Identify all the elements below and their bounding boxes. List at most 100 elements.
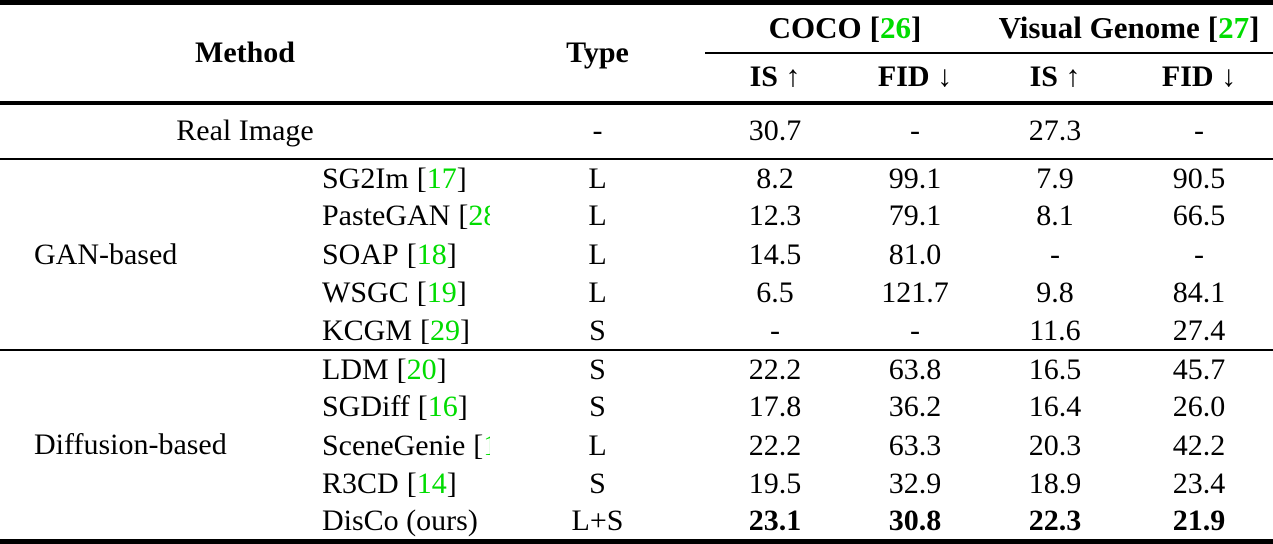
vg-is-value: 7.9 bbox=[1036, 161, 1074, 195]
coco-fid-value: - bbox=[910, 313, 920, 347]
dataset-header-coco: COCO26 bbox=[705, 3, 985, 53]
coco-is-value: 6.5 bbox=[756, 275, 794, 309]
coco-is-value: 14.5 bbox=[748, 237, 802, 271]
metric-header-vg-is: IS ↑ bbox=[985, 51, 1125, 103]
citation-ref-coco[interactable]: 26 bbox=[870, 10, 922, 45]
coco-fid-value: 79.1 bbox=[888, 199, 942, 233]
coco-is-value: 8.2 bbox=[756, 161, 794, 195]
coco-is-value: 23.1 bbox=[748, 503, 802, 537]
diffusion-based-section: Diffusion-based LDM20 S 22.2 63.8 16.5 4… bbox=[0, 350, 1273, 541]
coco-fid-value: - bbox=[910, 114, 920, 148]
coco-fid-value: 63.8 bbox=[888, 352, 942, 386]
method-name: KCGM29 bbox=[300, 312, 490, 350]
type-value: S bbox=[589, 313, 606, 347]
type-value: L bbox=[588, 428, 607, 462]
vg-is-value: 18.9 bbox=[1028, 466, 1082, 500]
vg-fid-value: 26.0 bbox=[1172, 390, 1226, 424]
vg-is-value: - bbox=[1050, 237, 1060, 271]
vg-is-value: 11.6 bbox=[1029, 313, 1081, 347]
vg-is-value: 8.1 bbox=[1036, 199, 1074, 233]
vg-is-value: 16.5 bbox=[1028, 352, 1082, 386]
method-label-real-image: Real Image bbox=[176, 114, 314, 148]
coco-fid-value: 63.3 bbox=[888, 428, 942, 462]
vg-fid-value: 84.1 bbox=[1172, 275, 1226, 309]
dataset-header-visual-genome: Visual Genome27 bbox=[985, 3, 1273, 53]
coco-fid-value: 81.0 bbox=[888, 237, 942, 271]
method-name: SceneGenie15 bbox=[300, 427, 490, 465]
vg-is-value: 9.8 bbox=[1036, 275, 1074, 309]
table-header: Method Type COCO26 Visual Genome27 IS ↑ … bbox=[0, 3, 1273, 103]
metric-header-coco-is: IS ↑ bbox=[705, 51, 845, 103]
method-name: SGDiff16 bbox=[300, 389, 490, 427]
table-row-soap: SOAP18 L 14.5 81.0 - - bbox=[0, 236, 1273, 274]
type-value: S bbox=[589, 352, 606, 386]
dataset-name-coco: COCO bbox=[768, 10, 862, 46]
citation-ref-visual-genome[interactable]: 27 bbox=[1208, 10, 1260, 45]
citation-ref[interactable]: 29 bbox=[420, 314, 470, 347]
table-row-disco-ours: DisCo (ours) L+S 23.1 30.8 22.3 21.9 bbox=[0, 503, 1273, 541]
gan-based-section: GAN-based SG2Im17 L 8.2 99.1 7.9 90.5 Pa… bbox=[0, 159, 1273, 351]
table-row-kcgm: KCGM29 S - - 11.6 27.4 bbox=[0, 312, 1273, 350]
citation-ref[interactable]: 17 bbox=[417, 162, 467, 195]
method-name: SOAP18 bbox=[300, 236, 490, 274]
table-row-r3cd: R3CD14 S 19.5 32.9 18.9 23.4 bbox=[0, 465, 1273, 503]
coco-is-value: 22.2 bbox=[748, 352, 802, 386]
group-label-diffusion-based: Diffusion-based bbox=[34, 427, 227, 461]
dataset-name-visual-genome: Visual Genome bbox=[998, 10, 1200, 46]
vg-fid-value: - bbox=[1194, 114, 1204, 148]
header-row-metrics: IS ↑ FID ↓ IS ↑ FID ↓ bbox=[0, 51, 1273, 103]
coco-is-value: 22.2 bbox=[748, 428, 802, 462]
type-value: L bbox=[588, 161, 607, 195]
table-row-ldm: Diffusion-based LDM20 S 22.2 63.8 16.5 4… bbox=[0, 350, 1273, 461]
vg-fid-value: 27.4 bbox=[1172, 313, 1226, 347]
citation-ref[interactable]: 16 bbox=[418, 390, 468, 423]
citation-ref[interactable]: 20 bbox=[397, 353, 447, 386]
method-column-header: Method bbox=[195, 35, 295, 69]
table-row-wsgc: WSGC19 L 6.5 121.7 9.8 84.1 bbox=[0, 274, 1273, 312]
vg-is-value: 20.3 bbox=[1028, 428, 1082, 462]
coco-fid-value: 32.9 bbox=[888, 466, 942, 500]
vg-fid-value: 45.7 bbox=[1172, 352, 1226, 386]
type-column-header: Type bbox=[566, 35, 629, 69]
method-name: LDM20 bbox=[300, 350, 490, 388]
type-value: L bbox=[588, 237, 607, 271]
citation-ref[interactable]: 15 bbox=[473, 429, 490, 462]
type-value: L+S bbox=[571, 503, 624, 537]
type-value: L bbox=[588, 275, 607, 309]
coco-is-value: 17.8 bbox=[748, 390, 802, 424]
method-name: SG2Im17 bbox=[300, 159, 490, 197]
coco-is-value: 30.7 bbox=[748, 114, 802, 148]
table-row-real-image: Real Image - 30.7 - 27.3 - bbox=[0, 103, 1273, 160]
table-row-sgdiff: SGDiff16 S 17.8 36.2 16.4 26.0 bbox=[0, 389, 1273, 427]
table-row-sg2im: GAN-based SG2Im17 L 8.2 99.1 7.9 90.5 bbox=[0, 159, 1273, 271]
vg-fid-value: 66.5 bbox=[1172, 199, 1226, 233]
vg-fid-value: 42.2 bbox=[1172, 428, 1226, 462]
method-name: DisCo (ours) bbox=[322, 503, 478, 537]
coco-fid-value: 99.1 bbox=[888, 161, 942, 195]
type-value: S bbox=[589, 390, 606, 424]
citation-ref[interactable]: 19 bbox=[417, 276, 467, 309]
coco-fid-value: 30.8 bbox=[888, 503, 942, 537]
method-name: R3CD14 bbox=[300, 465, 490, 503]
header-row-datasets: Method Type COCO26 Visual Genome27 bbox=[0, 3, 1273, 68]
type-value: S bbox=[589, 466, 606, 500]
vg-is-value: 16.4 bbox=[1028, 390, 1082, 424]
coco-fid-value: 36.2 bbox=[888, 390, 942, 424]
vg-fid-value: 90.5 bbox=[1172, 161, 1226, 195]
table-row-pastegan: PasteGAN28 L 12.3 79.1 8.1 66.5 bbox=[0, 198, 1273, 236]
vg-is-value: 22.3 bbox=[1028, 503, 1082, 537]
citation-ref[interactable]: 18 bbox=[407, 238, 457, 271]
citation-ref[interactable]: 14 bbox=[407, 467, 457, 500]
coco-fid-value: 121.7 bbox=[881, 275, 949, 309]
type-value: - bbox=[592, 114, 603, 148]
real-image-section: Real Image - 30.7 - 27.3 - bbox=[0, 103, 1273, 160]
vg-fid-value: 21.9 bbox=[1172, 503, 1226, 537]
vg-fid-value: 23.4 bbox=[1172, 466, 1226, 500]
coco-is-value: - bbox=[770, 313, 780, 347]
method-name: WSGC19 bbox=[300, 274, 490, 312]
metric-header-vg-fid: FID ↓ bbox=[1125, 51, 1273, 103]
citation-ref[interactable]: 28 bbox=[458, 199, 490, 232]
coco-is-value: 19.5 bbox=[748, 466, 802, 500]
